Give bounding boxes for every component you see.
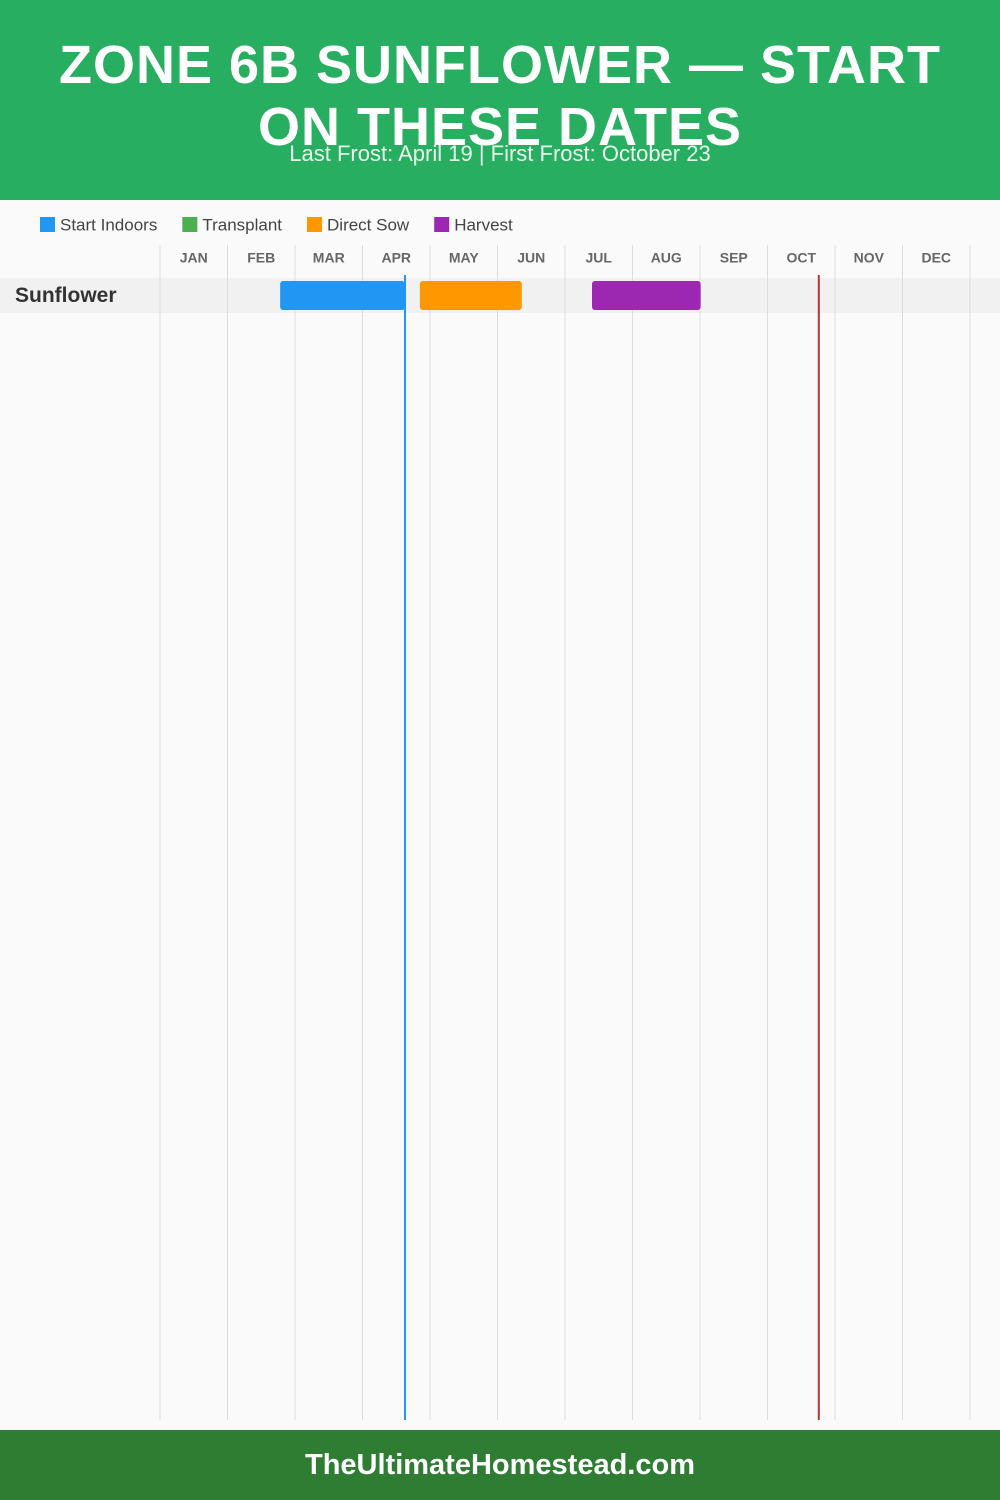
chart-title: ZONE 6B SUNFLOWER — START ON THESE DATES <box>59 35 941 157</box>
x-tick-label: APR <box>381 250 411 266</box>
footer: TheUltimateHomestead.com <box>0 1430 1000 1500</box>
legend-label: Direct Sow <box>327 215 410 234</box>
x-tick-label: SEP <box>720 250 748 266</box>
row-label: Sunflower <box>15 284 117 307</box>
x-tick-label: JUN <box>517 250 545 266</box>
x-tick-label: OCT <box>786 250 816 266</box>
range-bar <box>592 281 701 310</box>
legend-swatch <box>182 217 198 232</box>
legend-swatch <box>307 217 323 232</box>
x-tick-label: FEB <box>247 250 275 266</box>
chart-subtitle: Last Frost: April 19 | First Frost: Octo… <box>289 141 711 166</box>
legend-label: Harvest <box>454 215 513 234</box>
x-tick-label: AUG <box>651 250 682 266</box>
x-tick-label: NOV <box>854 250 885 266</box>
x-tick-label: JAN <box>180 250 208 266</box>
range-bar <box>280 281 406 310</box>
legend-label: Transplant <box>202 215 282 234</box>
legend-swatch <box>434 217 450 232</box>
legend-swatch <box>40 217 55 232</box>
header: ZONE 6B SUNFLOWER — START ON THESE DATES… <box>0 0 1000 200</box>
x-tick-label: MAR <box>313 250 345 266</box>
x-tick-label: DEC <box>921 250 951 266</box>
x-tick-label: JUL <box>586 250 613 266</box>
legend-label: Start Indoors <box>60 215 157 234</box>
range-bar <box>419 281 522 310</box>
x-tick-label: MAY <box>449 250 479 266</box>
